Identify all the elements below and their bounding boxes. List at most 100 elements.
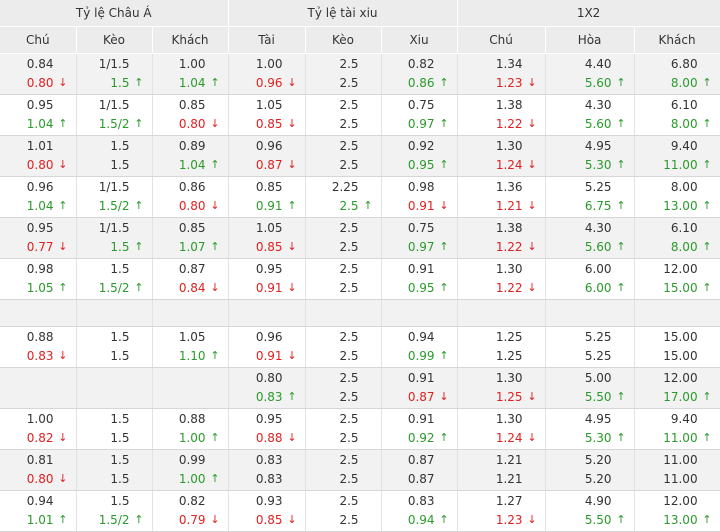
odds-cell[interactable]: 0.89 1.04 ↑ — [152, 135, 229, 177]
odds-cell[interactable]: 4.30 5.60 ↑ — [545, 94, 635, 136]
odds-cell[interactable]: 0.85 0.91 ↑ — [228, 176, 306, 218]
odds-cell[interactable]: 5.25 5.25 — [545, 326, 635, 368]
odds-cell[interactable]: 0.98 0.91 ↓ — [381, 176, 458, 218]
odds-cell[interactable]: 0.99 1.00 ↑ — [152, 449, 229, 491]
odds-cell[interactable]: 1.30 1.24 ↓ — [457, 408, 546, 450]
odds-cell[interactable]: 5.20 5.20 — [545, 449, 635, 491]
odds-cell[interactable]: 1.27 1.23 ↓ — [457, 490, 546, 532]
odds-cell[interactable]: 1.5 1.5 — [76, 408, 153, 450]
odds-cell[interactable]: 1.34 1.23 ↓ — [457, 53, 546, 95]
odds-cell[interactable]: 0.96 0.87 ↓ — [228, 135, 306, 177]
odds-cell[interactable]: 12.00 15.00 ↑ — [634, 258, 720, 300]
odds-cell[interactable]: 0.91 0.87 ↓ — [381, 367, 458, 409]
odds-cell[interactable]: 4.95 5.30 ↑ — [545, 135, 635, 177]
odds-cell[interactable]: 1.38 1.22 ↓ — [457, 217, 546, 259]
odds-cell[interactable]: 1.30 1.25 ↓ — [457, 367, 546, 409]
odds-cell[interactable]: 15.00 15.00 — [634, 326, 720, 368]
odds-cell[interactable]: 0.88 1.00 ↑ — [152, 408, 229, 450]
odds-cell[interactable]: 0.85 0.80 ↓ — [152, 94, 229, 136]
odds-cell[interactable]: 2.5 2.5 — [305, 217, 382, 259]
odds-cell[interactable]: 9.40 11.00 ↑ — [634, 408, 720, 450]
odds-cell[interactable]: 2.5 2.5 — [305, 326, 382, 368]
odds-cell[interactable]: 1.5 1.5/2 ↑ — [76, 490, 153, 532]
odds-cell[interactable] — [76, 367, 153, 409]
odds-cell[interactable]: 0.96 1.04 ↑ — [0, 176, 77, 218]
odds-cell[interactable]: 1.5 1.5 — [76, 326, 153, 368]
odds-cell[interactable]: 2.5 2.5 — [305, 135, 382, 177]
odds-cell[interactable]: 0.82 0.79 ↓ — [152, 490, 229, 532]
odds-cell[interactable]: 0.95 0.88 ↓ — [228, 408, 306, 450]
odds-cell[interactable]: 4.90 5.50 ↑ — [545, 490, 635, 532]
odds-cell[interactable]: 6.10 8.00 ↑ — [634, 217, 720, 259]
odds-cell[interactable]: 6.10 8.00 ↑ — [634, 94, 720, 136]
odds-cell[interactable]: 0.94 1.01 ↑ — [0, 490, 77, 532]
odds-cell[interactable]: 2.5 2.5 — [305, 53, 382, 95]
odds-cell[interactable]: 1/1.5 1.5 ↑ — [76, 217, 153, 259]
odds-cell[interactable]: 2.5 2.5 — [305, 258, 382, 300]
odds-cell[interactable]: 0.75 0.97 ↑ — [381, 94, 458, 136]
odds-cell[interactable]: 2.5 2.5 — [305, 94, 382, 136]
odds-cell[interactable]: 1.00 0.96 ↓ — [228, 53, 306, 95]
odds-cell[interactable]: 1/1.5 1.5 ↑ — [76, 53, 153, 95]
odds-cell[interactable]: 0.81 0.80 ↓ — [0, 449, 77, 491]
odds-cell[interactable]: 5.00 5.50 ↑ — [545, 367, 635, 409]
odds-cell[interactable]: 0.96 0.91 ↓ — [228, 326, 306, 368]
odds-cell[interactable]: 0.91 0.92 ↑ — [381, 408, 458, 450]
odds-cell[interactable]: 0.98 1.05 ↑ — [0, 258, 77, 300]
odds-cell[interactable]: 0.95 0.77 ↓ — [0, 217, 77, 259]
odds-cell[interactable]: 1.38 1.22 ↓ — [457, 94, 546, 136]
odds-cell[interactable]: 0.84 0.80 ↓ — [0, 53, 77, 95]
odds-cell[interactable]: 1.01 0.80 ↓ — [0, 135, 77, 177]
odds-cell[interactable]: 0.94 0.99 ↑ — [381, 326, 458, 368]
odds-cell[interactable]: 0.95 1.04 ↑ — [0, 94, 77, 136]
odds-cell[interactable]: 2.5 2.5 — [305, 367, 382, 409]
odds-cell[interactable]: 0.82 0.86 ↑ — [381, 53, 458, 95]
odds-cell[interactable]: 4.95 5.30 ↑ — [545, 408, 635, 450]
odds-cell[interactable]: 1.21 1.21 — [457, 449, 546, 491]
odds-cell[interactable]: 0.87 0.84 ↓ — [152, 258, 229, 300]
odds-cell[interactable] — [0, 367, 77, 409]
odds-cell[interactable]: 1.5 1.5 — [76, 135, 153, 177]
odds-cell[interactable]: 1.30 1.22 ↓ — [457, 258, 546, 300]
odds-cell[interactable]: 1.00 0.82 ↓ — [0, 408, 77, 450]
odds-cell[interactable]: 4.30 5.60 ↑ — [545, 217, 635, 259]
odds-cell[interactable]: 1.30 1.24 ↓ — [457, 135, 546, 177]
odds-cell[interactable]: 1.5 1.5 — [76, 449, 153, 491]
odds-cell[interactable]: 0.88 0.83 ↓ — [0, 326, 77, 368]
odds-cell[interactable]: 1.25 1.25 — [457, 326, 546, 368]
odds-cell[interactable]: 0.83 0.83 — [228, 449, 306, 491]
odds-cell[interactable]: 1.05 1.10 ↑ — [152, 326, 229, 368]
odds-cell[interactable] — [152, 367, 229, 409]
odds-cell[interactable]: 6.80 8.00 ↑ — [634, 53, 720, 95]
odds-cell[interactable]: 1.36 1.21 ↓ — [457, 176, 546, 218]
odds-cell[interactable]: 12.00 13.00 ↑ — [634, 490, 720, 532]
odds-cell[interactable]: 1/1.5 1.5/2 ↑ — [76, 176, 153, 218]
odds-cell[interactable]: 11.00 11.00 — [634, 449, 720, 491]
odds-cell[interactable]: 0.91 0.95 ↑ — [381, 258, 458, 300]
odds-cell[interactable]: 2.5 2.5 — [305, 490, 382, 532]
odds-cell[interactable]: 0.80 0.83 ↑ — [228, 367, 306, 409]
odds-cell[interactable]: 0.85 1.07 ↑ — [152, 217, 229, 259]
odds-cell[interactable]: 0.92 0.95 ↑ — [381, 135, 458, 177]
odds-cell[interactable]: 1.05 0.85 ↓ — [228, 217, 306, 259]
odds-cell[interactable]: 12.00 17.00 ↑ — [634, 367, 720, 409]
odds-cell[interactable]: 0.83 0.94 ↑ — [381, 490, 458, 532]
odds-cell[interactable]: 2.25 2.5 ↑ — [305, 176, 382, 218]
odds-cell[interactable]: 9.40 11.00 ↑ — [634, 135, 720, 177]
odds-cell[interactable]: 2.5 2.5 — [305, 408, 382, 450]
odds-cell[interactable]: 0.86 0.80 ↓ — [152, 176, 229, 218]
odds-cell[interactable]: 0.75 0.97 ↑ — [381, 217, 458, 259]
odds-cell[interactable]: 0.95 0.91 ↓ — [228, 258, 306, 300]
odds-cell[interactable]: 6.00 6.00 ↑ — [545, 258, 635, 300]
odds-cell[interactable]: 0.93 0.85 ↓ — [228, 490, 306, 532]
odds-cell[interactable]: 5.25 6.75 ↑ — [545, 176, 635, 218]
odds-cell[interactable]: 1.00 1.04 ↑ — [152, 53, 229, 95]
current-odds: 1.00 — [178, 431, 206, 445]
odds-cell[interactable]: 8.00 13.00 ↑ — [634, 176, 720, 218]
odds-cell[interactable]: 1.5 1.5/2 ↑ — [76, 258, 153, 300]
odds-cell[interactable]: 2.5 2.5 — [305, 449, 382, 491]
odds-cell[interactable]: 0.87 0.87 — [381, 449, 458, 491]
odds-cell[interactable]: 1/1.5 1.5/2 ↑ — [76, 94, 153, 136]
odds-cell[interactable]: 1.05 0.85 ↓ — [228, 94, 306, 136]
odds-cell[interactable]: 4.40 5.60 ↑ — [545, 53, 635, 95]
